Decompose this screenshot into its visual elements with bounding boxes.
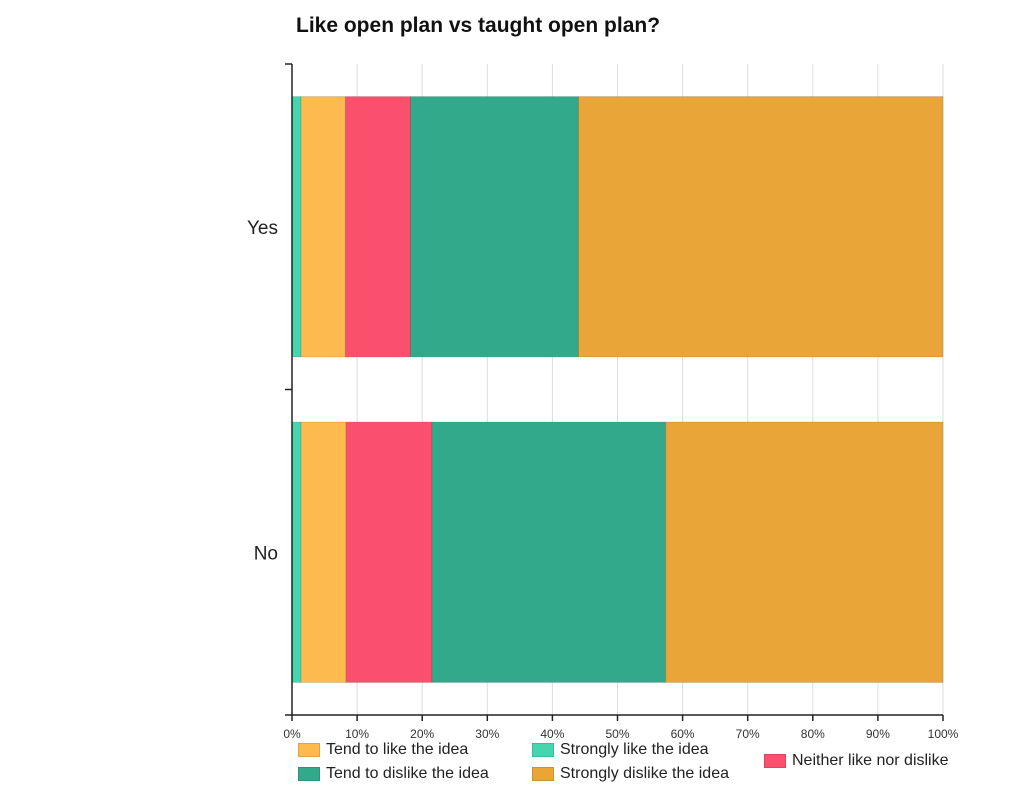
y-category-label: Yes [247, 218, 278, 239]
legend-swatch [532, 743, 554, 757]
legend-item-tend-to-dislike[interactable]: Tend to dislike the idea [298, 765, 489, 783]
bar-segment [665, 421, 944, 683]
bars [291, 96, 944, 683]
x-tick-label: 80% [801, 727, 825, 741]
y-category-label: No [254, 543, 278, 564]
legend-item-strongly-dislike[interactable]: Strongly dislike the idea [532, 765, 729, 783]
bar-segment [577, 96, 944, 358]
legend-item-tend-to-like[interactable]: Tend to like the idea [298, 741, 468, 759]
bar-segment [344, 96, 411, 358]
x-tick-label: 70% [736, 727, 760, 741]
legend-item-neither[interactable]: Neither like nor dislike [764, 752, 949, 770]
axes [285, 63, 944, 721]
x-tick-labels: 0% 10% 20% 30% 40% 50% 60% 70% 80% 90% 100% [283, 727, 958, 741]
legend-swatch [532, 767, 554, 781]
bar-segment [300, 421, 347, 683]
legend-swatch [298, 743, 320, 757]
legend-label: Strongly like the idea [560, 741, 709, 758]
x-tick-label: 10% [345, 727, 369, 741]
legend-label: Neither like nor dislike [792, 752, 949, 769]
bar-segment [409, 96, 579, 358]
legend-label: Tend to like the idea [326, 741, 469, 758]
x-tick-label: 50% [605, 727, 629, 741]
x-tick-label: 30% [475, 727, 499, 741]
x-tick-label: 90% [866, 727, 890, 741]
bar-segment [291, 96, 302, 358]
bar-segment [431, 421, 667, 683]
x-tick-label: 60% [671, 727, 695, 741]
legend-swatch [298, 767, 320, 781]
legend-swatch [764, 754, 786, 768]
legend-item-strongly-like[interactable]: Strongly like the idea [532, 741, 709, 759]
chart-title: Like open plan vs taught open plan? [296, 14, 661, 37]
bar-segment [291, 421, 302, 683]
legend-label: Strongly dislike the idea [560, 765, 729, 782]
legend-label: Tend to dislike the idea [326, 765, 489, 782]
bar-segment [300, 96, 346, 358]
x-tick-label: 40% [540, 727, 564, 741]
x-tick-label: 100% [928, 727, 959, 741]
x-tick-label: 20% [410, 727, 434, 741]
x-tick-label: 0% [283, 727, 301, 741]
y-category-labels: Yes No [247, 218, 278, 565]
bar-segment [345, 421, 433, 683]
